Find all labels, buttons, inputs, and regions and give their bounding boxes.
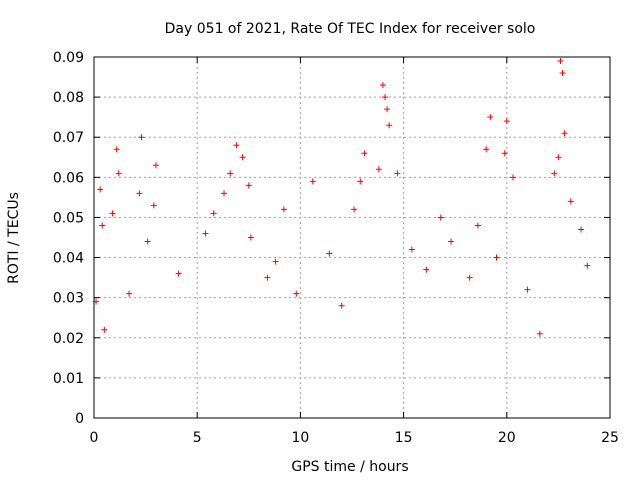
- data-point: [584, 262, 591, 269]
- data-point: [555, 154, 562, 161]
- data-point: [113, 146, 120, 153]
- x-tick-label: 25: [601, 430, 619, 446]
- data-point: [557, 58, 564, 65]
- data-point: [483, 146, 490, 153]
- data-point: [115, 170, 122, 177]
- y-tick-label: 0.04: [53, 251, 84, 267]
- y-tick-label: 0: [75, 411, 84, 427]
- data-point: [150, 202, 157, 209]
- data-point: [101, 326, 108, 333]
- data-point: [144, 238, 151, 245]
- data-point: [536, 330, 543, 337]
- data-point: [99, 222, 106, 229]
- data-point: [561, 130, 568, 137]
- data-point: [357, 178, 364, 185]
- data-point: [245, 182, 252, 189]
- data-point: [503, 118, 510, 125]
- data-points: [93, 58, 591, 337]
- y-tick-label: 0.05: [53, 210, 84, 226]
- data-point: [138, 134, 145, 141]
- data-point: [227, 170, 234, 177]
- plot-frame: [93, 56, 611, 419]
- y-tick-label: 0.02: [53, 331, 84, 347]
- data-point: [382, 94, 389, 101]
- data-point: [136, 190, 143, 197]
- data-point: [272, 258, 279, 265]
- data-point: [97, 186, 104, 193]
- data-point: [567, 198, 574, 205]
- data-point: [233, 142, 240, 149]
- x-axis-label: GPS time / hours: [291, 459, 408, 475]
- data-point: [126, 290, 133, 297]
- data-point: [487, 114, 494, 121]
- data-point: [326, 250, 333, 257]
- data-point: [309, 178, 316, 185]
- data-point: [408, 246, 415, 253]
- y-tick-label: 0.09: [53, 50, 84, 66]
- data-point: [501, 150, 508, 157]
- y-tick-label: 0.03: [53, 291, 84, 307]
- data-point: [152, 162, 159, 169]
- data-point: [466, 274, 473, 281]
- data-point: [394, 170, 401, 177]
- data-point: [524, 286, 531, 293]
- data-point: [109, 210, 116, 217]
- data-point: [386, 122, 393, 129]
- data-point: [202, 230, 209, 237]
- data-point: [437, 214, 444, 221]
- x-tick-label: 5: [193, 430, 202, 446]
- data-point: [375, 166, 382, 173]
- data-point: [293, 290, 300, 297]
- data-point: [361, 150, 368, 157]
- data-point: [210, 210, 217, 217]
- data-point: [423, 266, 430, 273]
- data-point: [280, 206, 287, 213]
- data-point: [448, 238, 455, 245]
- data-point: [578, 226, 585, 233]
- data-point: [493, 254, 500, 261]
- y-tick-label: 0.07: [53, 130, 84, 146]
- data-point: [239, 154, 246, 161]
- grid-lines: [94, 57, 610, 418]
- data-point: [264, 274, 271, 281]
- chart-title: Day 051 of 2021, Rate Of TEC Index for r…: [165, 21, 536, 37]
- y-tick-label: 0.01: [53, 371, 84, 387]
- data-point: [379, 82, 386, 89]
- axis-ticks: 0 0.01 0.02 0.03 0.04 0.05 0.06 0.07 0.08 0.09 0 5 1…: [53, 50, 619, 446]
- data-point: [247, 234, 254, 241]
- x-tick-label: 15: [395, 430, 413, 446]
- data-point: [509, 174, 516, 181]
- data-point: [384, 106, 391, 113]
- y-tick-label: 0.06: [53, 170, 84, 186]
- data-point: [474, 222, 481, 229]
- y-axis-label: ROTI / TECUs: [6, 192, 22, 284]
- data-point: [175, 270, 182, 277]
- data-point: [559, 70, 566, 77]
- data-point: [351, 206, 358, 213]
- data-point: [338, 302, 345, 309]
- x-tick-label: 20: [498, 430, 516, 446]
- x-tick-label: 0: [90, 430, 99, 446]
- data-point: [221, 190, 228, 197]
- data-point: [551, 170, 558, 177]
- y-tick-label: 0.08: [53, 90, 84, 106]
- x-tick-label: 10: [291, 430, 309, 446]
